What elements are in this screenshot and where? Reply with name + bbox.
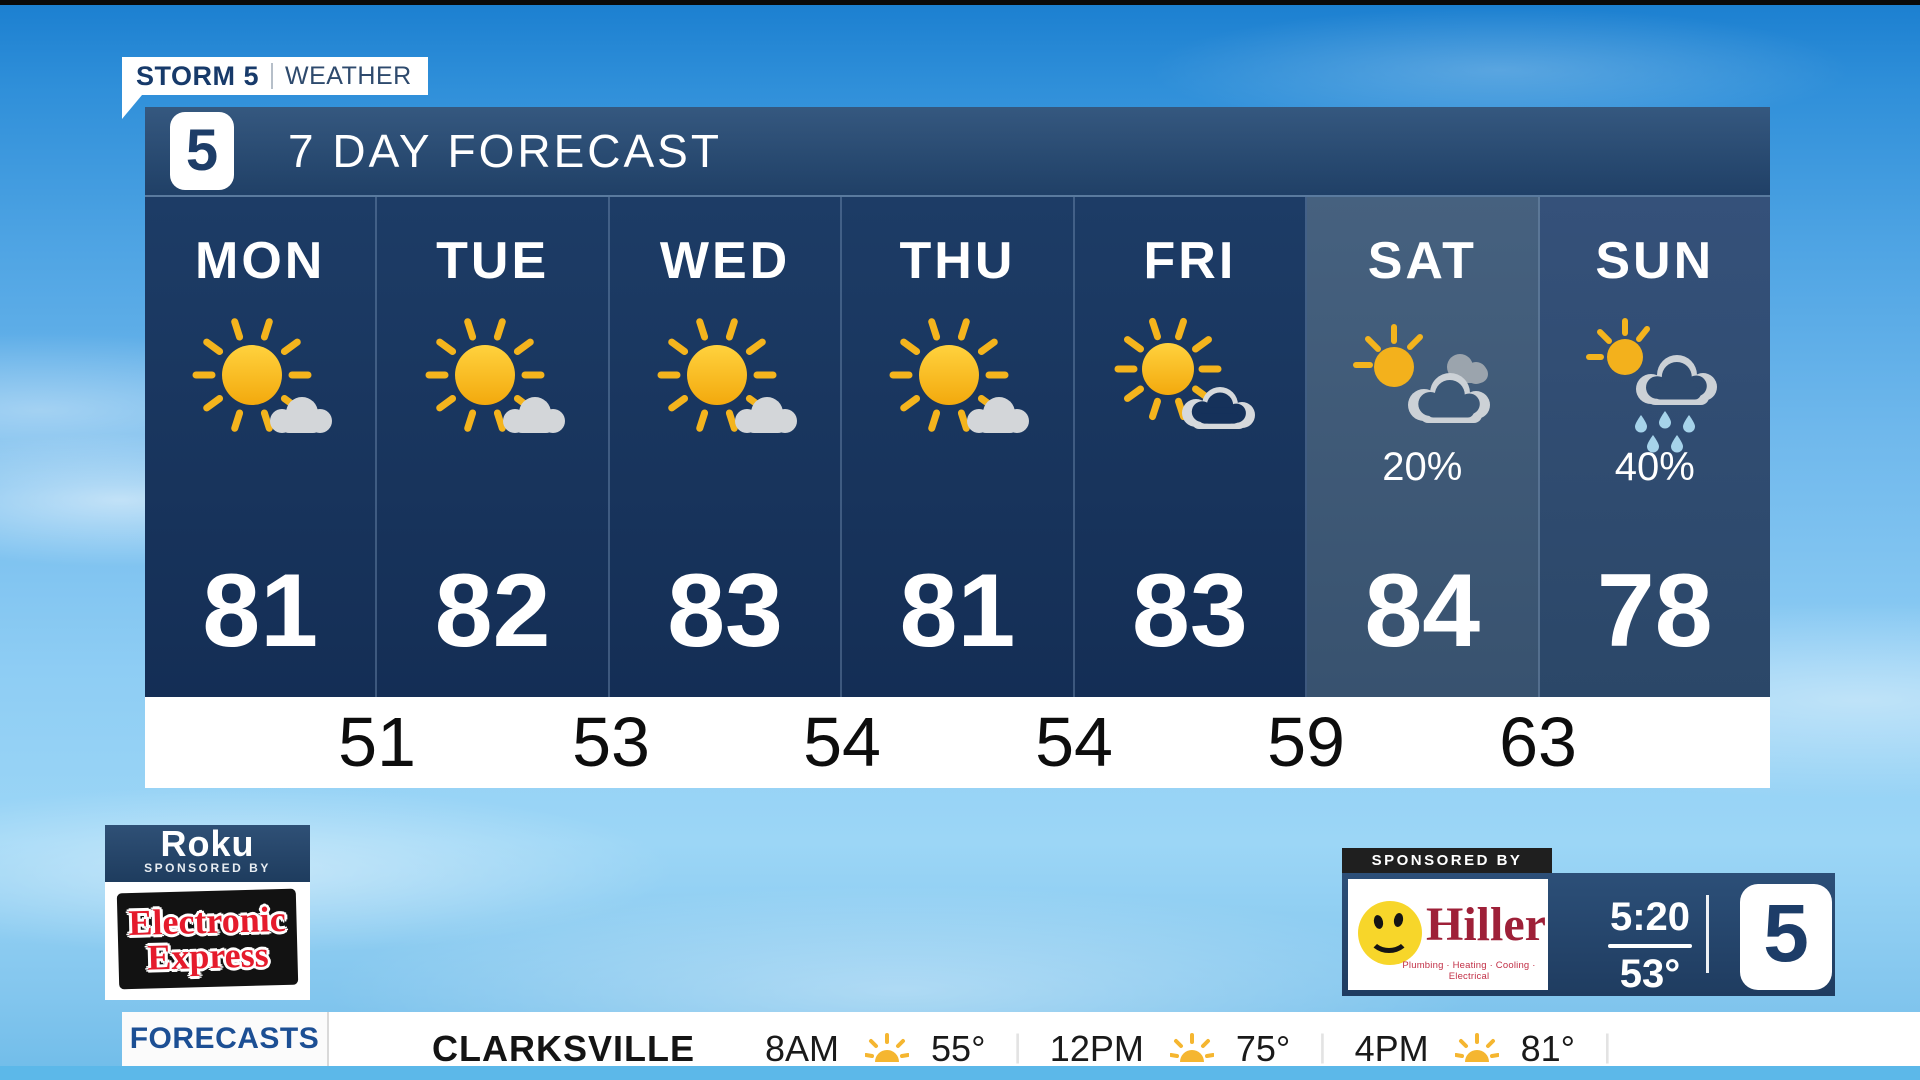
roku-sponsored-by-label: SPONSORED BY [144, 861, 271, 875]
storm5-weather-badge: STORM 5 WEATHER [122, 57, 428, 95]
low-temp: 54 [1035, 703, 1113, 781]
day-label: FRI [1143, 232, 1237, 290]
ticker-time: 8AM [765, 1028, 840, 1066]
low-temp: 51 [338, 703, 416, 781]
day-label: SUN [1595, 232, 1715, 290]
roku-ad-body: Electronic Express [105, 882, 310, 1000]
sun-small-cloud-icon [180, 313, 340, 463]
ticker-separator: | [1318, 1028, 1327, 1064]
badge-tail [122, 95, 142, 119]
hiller-tagline: Plumbing · Heating · Cooling · Electrica… [1402, 960, 1536, 982]
time-temp-divider [1608, 944, 1692, 948]
day-label: THU [899, 232, 1016, 290]
roku-ad-header: Roku SPONSORED BY [105, 825, 310, 882]
low-temp: 59 [1267, 703, 1345, 781]
high-temp: 81 [202, 553, 319, 669]
sun-outline-cloud-icon [1110, 313, 1270, 463]
hiller-advertiser-name: Hiller [1426, 898, 1546, 951]
forecast-day-column: SAT 20% 84 [1307, 197, 1540, 697]
hiller-logo-box: Hiller Plumbing · Heating · Cooling · El… [1348, 879, 1548, 990]
high-temp: 82 [434, 553, 551, 669]
day-label: TUE [436, 232, 550, 290]
rain-showers-icon [1575, 313, 1735, 463]
high-temp: 83 [667, 553, 783, 669]
high-temp: 81 [899, 553, 1016, 669]
sun-small-cloud-icon [413, 313, 573, 463]
forecast-title: 7 DAY FORECAST [288, 125, 722, 177]
sun-small-cloud-icon [645, 313, 805, 463]
ticker-separator: | [1013, 1028, 1022, 1064]
forecast-day-column: WED 83 [609, 197, 843, 697]
ticker-separator: | [1603, 1028, 1612, 1064]
bottom-blue-strip [0, 1066, 1920, 1080]
day-label: MON [195, 232, 326, 290]
ticker-item: 4PM 81° [1355, 1028, 1575, 1066]
badge-section-text: WEATHER [285, 61, 412, 90]
forecasts-label: FORECASTS [129, 1022, 320, 1055]
hiller-sponsored-by-bar: SPONSORED BY [1342, 848, 1552, 873]
electronic-express-logo: Electronic Express [116, 888, 299, 990]
forecast-panel: 5 7 DAY FORECAST MON 81 [145, 107, 1770, 788]
partly-sunny-clouds-icon [1342, 313, 1502, 463]
low-temp: 53 [572, 703, 650, 781]
ticker-time: 12PM [1049, 1028, 1144, 1066]
low-temps-strip: 51 53 54 54 59 63 [145, 697, 1770, 788]
forecast-day-column: MON 81 [145, 197, 378, 697]
ticker-item: 8AM 55° [765, 1028, 985, 1066]
high-temp: 83 [1132, 553, 1248, 669]
channel5-logo-glyph: 5 [1763, 888, 1809, 979]
ticker-item: 12PM 75° [1050, 1028, 1291, 1066]
forecasts-label-segment: FORECASTS [122, 1012, 329, 1066]
city-forecast-ticker: CLARKSVILLE 8AM 55° | 12PM 75° | [329, 1028, 1639, 1066]
channel5-logo-bug: 5 [1740, 884, 1832, 990]
ticker-temp: 55° [931, 1028, 986, 1066]
channel5-logo: 5 [170, 112, 234, 190]
roku-logo: Roku [160, 823, 255, 864]
high-temp: 84 [1364, 553, 1481, 669]
day-label: SAT [1367, 232, 1477, 290]
current-temp: 53° [1619, 952, 1681, 996]
precip-chance: 20% [1382, 445, 1463, 489]
forecast-day-column: FRI 83 [1074, 197, 1308, 697]
low-temp: 63 [1499, 703, 1577, 781]
ticker-temp: 81° [1520, 1028, 1576, 1066]
time-temp-bug: 5:20 53° [1585, 873, 1715, 996]
channel5-logo-glyph: 5 [185, 117, 219, 183]
ticker-city: CLARKSVILLE [432, 1028, 695, 1066]
badge-divider [271, 63, 274, 89]
sun-icon [1453, 1032, 1500, 1062]
low-temp: 54 [803, 703, 881, 781]
sun-small-cloud-icon [877, 313, 1037, 463]
day-label: WED [659, 232, 791, 290]
forecast-day-column: THU 81 [842, 197, 1075, 697]
vertical-divider [1706, 895, 1709, 973]
sun-icon [1168, 1032, 1215, 1062]
forecasts-ticker-bar: FORECASTS CLARKSVILLE 8AM 55° | 12PM [122, 1012, 1920, 1066]
roku-sponsor-ad: Roku SPONSORED BY Electronic Express [105, 825, 310, 1000]
current-time: 5:20 [1609, 895, 1691, 939]
top-letterbox-strip [0, 0, 1920, 5]
ticker-time: 4PM [1354, 1028, 1429, 1066]
sun-icon [864, 1032, 911, 1062]
forecast-columns: MON 81 TUE [145, 197, 1770, 697]
forecast-day-column: TUE 82 [377, 197, 610, 697]
advertiser-name-line2: Express [146, 934, 270, 978]
high-temp: 78 [1596, 553, 1713, 669]
ticker-temp: 75° [1235, 1028, 1291, 1066]
badge-brand-text: STORM 5 [136, 60, 260, 91]
hiller-smiley-icon [1358, 901, 1422, 965]
precip-chance: 40% [1614, 445, 1695, 489]
forecast-day-column: SUN 40% 78 [1539, 197, 1770, 697]
sponsor-clock-bar: Hiller Plumbing · Heating · Cooling · El… [1342, 873, 1835, 996]
forecast-panel-header: 5 7 DAY FORECAST [145, 107, 1770, 197]
